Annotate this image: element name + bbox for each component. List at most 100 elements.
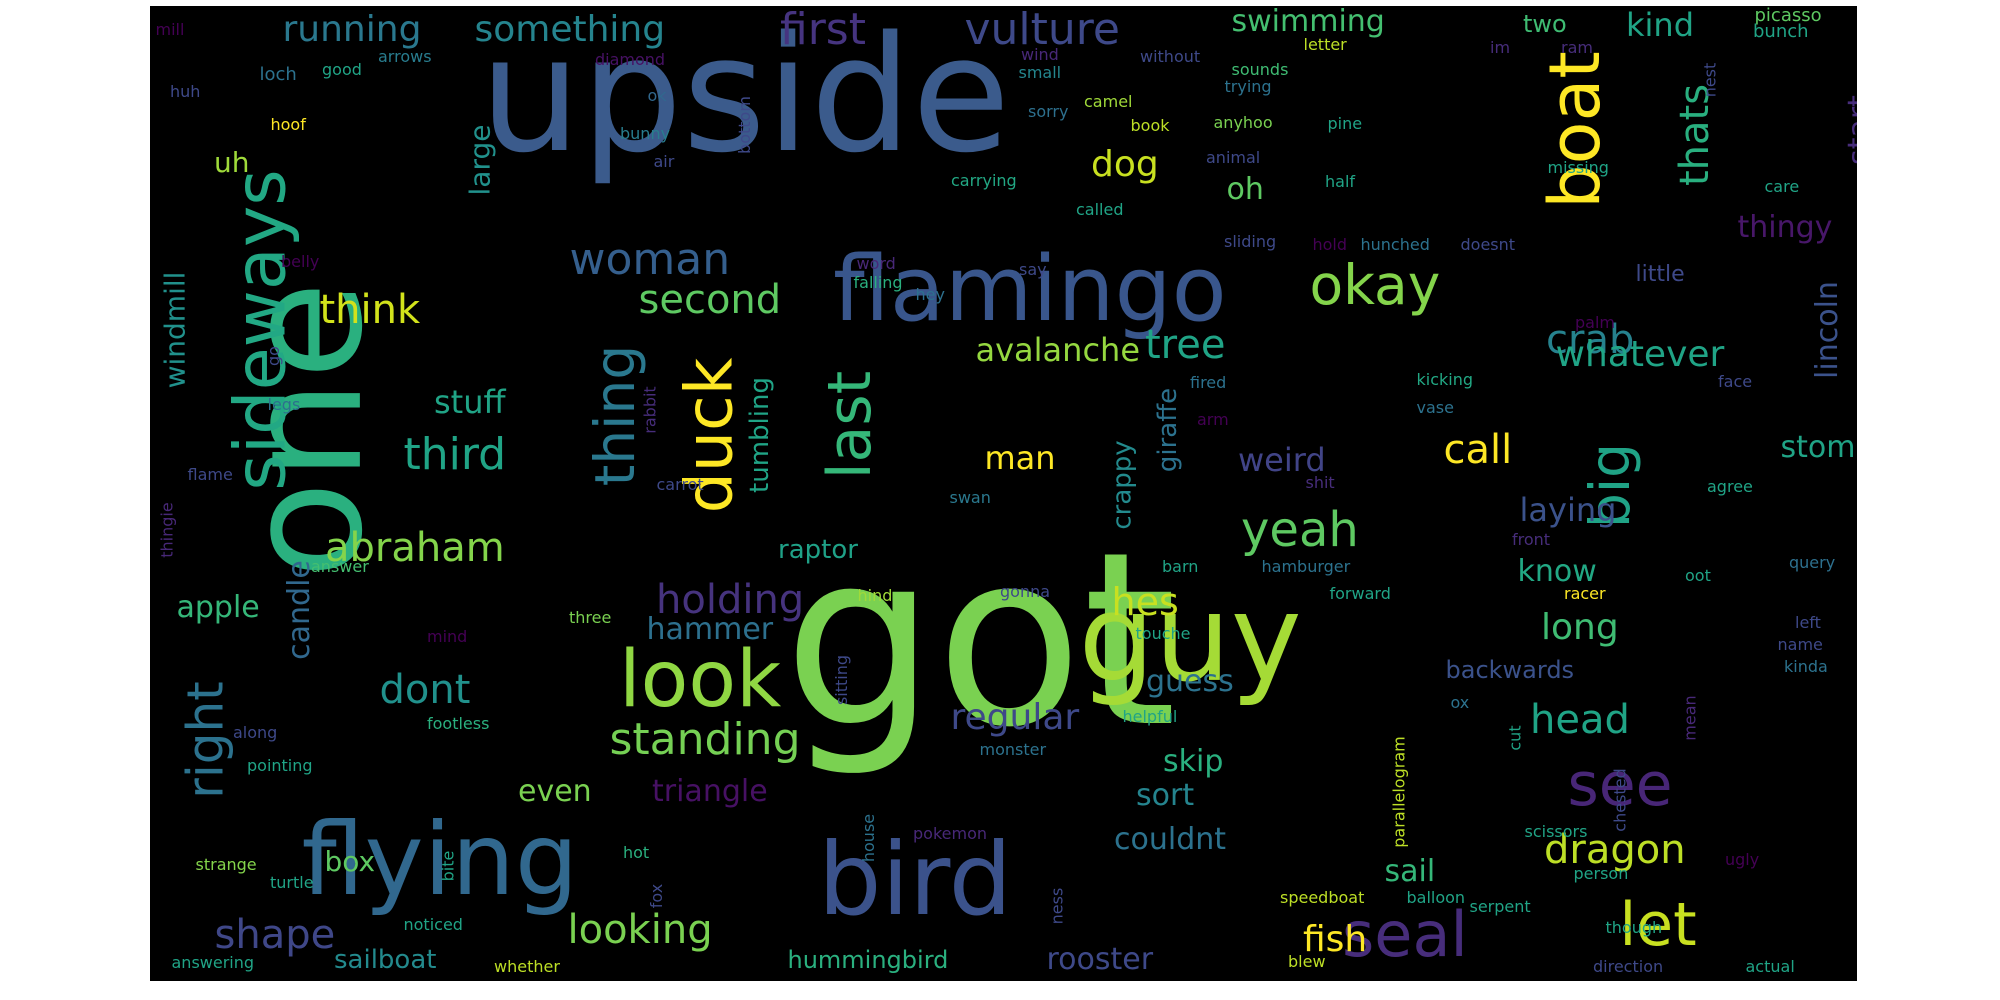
cloud-word-even: even: [518, 774, 592, 809]
cloud-word-name: name: [1777, 635, 1823, 654]
cloud-word-tumbling: tumbling: [744, 377, 775, 493]
cloud-word-crappy: crappy: [1107, 440, 1138, 530]
cloud-word-got: got: [783, 500, 1177, 780]
cloud-word-diamond: diamond: [595, 50, 666, 69]
cloud-word-thingy: thingy: [1737, 210, 1833, 245]
cloud-word-stuff: stuff: [434, 383, 506, 421]
cloud-word-cut: cut: [1505, 725, 1525, 751]
cloud-word-call: call: [1443, 427, 1513, 473]
cloud-word-actual: actual: [1745, 957, 1795, 976]
cloud-word-upside: upside: [479, 6, 1011, 188]
cloud-word-abraham: abraham: [325, 525, 505, 571]
cloud-word-man: man: [984, 439, 1056, 477]
cloud-word-long: long: [1541, 607, 1619, 648]
cloud-word-two: two: [1523, 10, 1567, 38]
cloud-word-standing: standing: [609, 714, 801, 765]
cloud-word-speedboat: speedboat: [1280, 888, 1365, 907]
cloud-word-sort: sort: [1136, 778, 1195, 813]
cloud-word-bunch: bunch: [1753, 21, 1809, 42]
cloud-word-avalanche: avalanche: [975, 331, 1141, 369]
cloud-word-person: person: [1573, 864, 1629, 883]
cloud-word-yeah: yeah: [1241, 502, 1359, 558]
cloud-word-missing: missing: [1547, 158, 1609, 177]
cloud-word-guy: guy: [1078, 570, 1302, 709]
cloud-word-couldnt: couldnt: [1114, 822, 1227, 857]
cloud-word-windmill: windmill: [157, 271, 191, 389]
cloud-word-ox: ox: [1450, 693, 1470, 712]
cloud-word-see: see: [1567, 750, 1673, 820]
cloud-word-hamburger: hamburger: [1261, 557, 1351, 576]
cloud-word-giraffe: giraffe: [1153, 387, 1184, 473]
cloud-word-say: say: [1019, 260, 1047, 279]
cloud-word-called: called: [1076, 200, 1124, 219]
cloud-word-small: small: [1018, 63, 1062, 82]
cloud-word-forward: forward: [1329, 584, 1391, 603]
cloud-word-direction: direction: [1593, 957, 1664, 976]
cloud-word-helpful: helpful: [1122, 707, 1178, 726]
cloud-word-im: im: [1490, 38, 1511, 57]
cloud-word-sounds: sounds: [1231, 60, 1289, 79]
cloud-word-shape: shape: [214, 912, 336, 958]
cloud-word-weird: weird: [1238, 441, 1326, 479]
cloud-word-swan: swan: [949, 488, 991, 507]
cloud-word-kicking: kicking: [1416, 370, 1474, 389]
cloud-word-agree: agree: [1707, 477, 1753, 496]
cloud-word-loch: loch: [259, 64, 297, 85]
cloud-word-first: first: [780, 6, 866, 55]
cloud-word-oh: oh: [1226, 172, 1264, 207]
cloud-word-left: left: [1795, 613, 1821, 632]
cloud-word-picasso: picasso: [1754, 6, 1822, 26]
cloud-word-triangle: triangle: [652, 774, 768, 809]
cloud-word-touche: touche: [1135, 624, 1191, 643]
cloud-word-half: half: [1325, 172, 1356, 191]
cloud-word-mind: mind: [427, 627, 468, 646]
cloud-word-hes: hes: [1111, 580, 1179, 624]
cloud-word-balloon: balloon: [1406, 888, 1466, 907]
cloud-word-laying: laying: [1519, 491, 1617, 529]
cloud-word-thingie: thingie: [157, 502, 177, 558]
cloud-word-something: something: [474, 9, 666, 50]
cloud-word-gonna: gonna: [1000, 582, 1051, 601]
cloud-word-lincoln: lincoln: [1809, 281, 1845, 379]
cloud-word-doesnt: doesnt: [1460, 235, 1516, 254]
cloud-word-carrying: carrying: [951, 171, 1017, 190]
cloud-word-tree: tree: [1145, 322, 1226, 368]
cloud-word-hot: hot: [623, 843, 650, 862]
cloud-word-dont: dont: [379, 667, 471, 713]
cloud-word-though: though: [1605, 918, 1663, 937]
cloud-word-whether: whether: [494, 957, 560, 976]
cloud-word-look: look: [619, 635, 782, 725]
cloud-word-looking: looking: [567, 907, 713, 953]
cloud-word-falling: falling: [853, 273, 903, 292]
cloud-word-oot: oot: [1685, 566, 1711, 585]
cloud-word-arrows: arrows: [378, 47, 432, 66]
cloud-word-little: little: [1635, 262, 1685, 287]
cloud-word-fish: fish: [1303, 919, 1368, 960]
cloud-word-strange: strange: [195, 855, 257, 874]
cloud-word-huh: huh: [170, 82, 201, 101]
cloud-word-barn: barn: [1162, 557, 1199, 576]
cloud-word-flamingo: flamingo: [833, 237, 1227, 342]
cloud-word-okay: okay: [1309, 252, 1441, 317]
cloud-word-bunny: bunny: [620, 124, 671, 143]
cloud-word-go: go: [263, 346, 283, 366]
cloud-word-shit: shit: [1305, 473, 1335, 492]
cloud-word-last: last: [815, 370, 886, 480]
cloud-word-mill: mill: [155, 20, 185, 39]
cloud-word-bottom: bottom: [734, 96, 754, 154]
cloud-word-ram: ram: [1561, 38, 1593, 57]
cloud-word-animal: animal: [1206, 148, 1261, 167]
cloud-word-legs: legs: [267, 395, 301, 414]
cloud-word-hold: hold: [1312, 235, 1348, 254]
cloud-word-box: box: [324, 845, 376, 878]
cloud-word-noticed: noticed: [403, 915, 463, 934]
cloud-word-hoof: hoof: [270, 115, 306, 134]
cloud-word-apple: apple: [176, 590, 260, 625]
cloud-word-answer: answer: [311, 557, 369, 576]
cloud-word-raptor: raptor: [778, 535, 858, 565]
cloud-word-skip: skip: [1163, 744, 1224, 779]
cloud-word-stomach: stomach: [1780, 430, 1858, 465]
cloud-word-pointing: pointing: [247, 756, 313, 775]
cloud-word-house: house: [859, 813, 879, 863]
cloud-word-trying: trying: [1224, 77, 1272, 96]
